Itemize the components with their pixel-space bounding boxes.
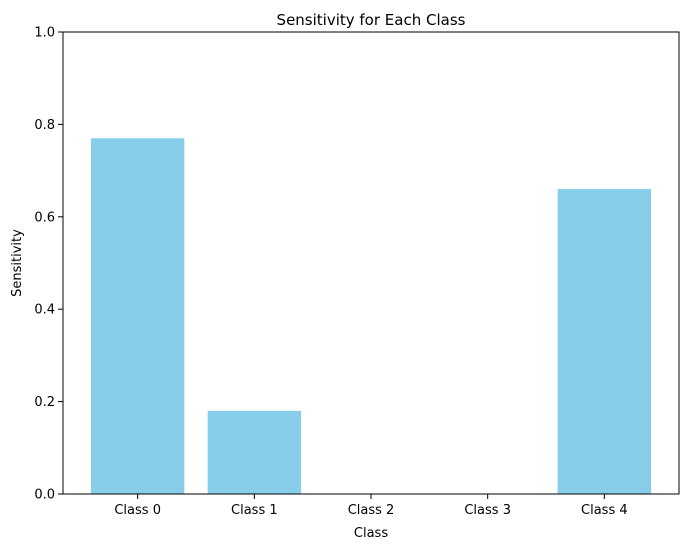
bars-layer	[91, 138, 651, 494]
y-axis-title: Sensitivity	[10, 229, 25, 297]
chart-title: Sensitivity for Each Class	[277, 11, 466, 29]
bar-class-1	[207, 410, 301, 494]
y-tick-label: 1.0	[34, 26, 55, 41]
y-tick-label: 0.4	[34, 303, 55, 318]
y-axis: 0.0 0.2 0.4 0.6 0.8 1.0	[34, 26, 63, 503]
x-tick-label: Class 3	[464, 503, 511, 518]
x-tick-label: Class 0	[114, 503, 161, 518]
y-tick-label: 0.2	[34, 395, 55, 410]
y-tick-label: 0.6	[34, 210, 55, 225]
bar-class-4	[557, 189, 651, 494]
y-tick-label: 0.8	[34, 118, 55, 133]
x-axis: Class 0 Class 1 Class 2 Class 3 Class 4	[114, 494, 628, 518]
x-tick-label: Class 4	[581, 503, 628, 518]
x-axis-title: Class	[354, 526, 388, 541]
x-tick-label: Class 2	[348, 503, 395, 518]
bar-class-0	[91, 138, 185, 494]
y-tick-label: 0.0	[34, 488, 55, 503]
x-tick-label: Class 1	[231, 503, 278, 518]
